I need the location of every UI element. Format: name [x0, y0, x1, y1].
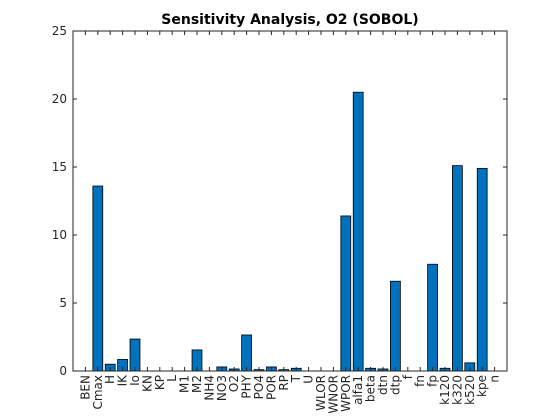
- bar-fp: [427, 263, 438, 372]
- x-tick-label-Io: Io: [128, 375, 142, 386]
- bar-k320: [452, 165, 463, 372]
- x-tick-label-KN: KN: [140, 375, 154, 392]
- x-tick-label-beta: beta: [364, 375, 378, 402]
- plot-frame: [72, 30, 508, 372]
- x-tick-label-NH4: NH4: [202, 375, 216, 401]
- y-tick-label-20: 20: [52, 92, 67, 106]
- x-tick-label-BEN: BEN: [78, 375, 92, 400]
- bars-group: [92, 91, 488, 372]
- x-tick-label-POR: POR: [264, 375, 278, 400]
- x-tick-label-alfa1: alfa1: [351, 375, 365, 405]
- x-tick-label-IK: IK: [116, 374, 130, 387]
- x-tick-label-PHY: PHY: [240, 374, 254, 398]
- x-tick-label-k320: k320: [450, 375, 464, 405]
- x-tick-label-fn: fn: [413, 375, 427, 387]
- bar-Io: [129, 338, 141, 372]
- x-tick-label-k120: k120: [438, 375, 452, 405]
- x-tick-label-dtp: dtp: [388, 375, 402, 395]
- x-tick-label-WPOR: WPOR: [339, 375, 353, 412]
- bar-kpe: [476, 167, 488, 372]
- y-tick-label-25: 25: [52, 24, 67, 38]
- x-tick-label-U: U: [302, 375, 316, 384]
- x-tick-label-KP: KP: [153, 375, 167, 390]
- x-tick-label-fp: fp: [426, 375, 440, 387]
- x-tick-label-M1: M1: [178, 375, 192, 393]
- y-tick-label-10: 10: [52, 228, 67, 242]
- x-tick-label-WLOR: WLOR: [314, 375, 328, 411]
- bar-dtp: [390, 280, 401, 372]
- x-tick-label-dtn: dtn: [376, 375, 390, 395]
- bar-WPOR: [340, 215, 352, 372]
- x-tick-label-Cmax: Cmax: [91, 375, 105, 410]
- bar-alfa1: [352, 91, 364, 372]
- x-tick-label-L: L: [165, 375, 179, 382]
- chart-title: Sensitivity Analysis, O2 (SOBOL): [161, 12, 418, 28]
- x-tick-label-O2: O2: [227, 375, 241, 392]
- x-tick-label-WNOR: WNOR: [326, 375, 340, 414]
- x-tick-label-M2: M2: [190, 375, 204, 393]
- y-tick-label-15: 15: [52, 160, 67, 174]
- x-tick-label-f: f: [401, 374, 415, 379]
- x-tick-label-RP: RP: [277, 375, 291, 391]
- y-tick-label-0: 0: [59, 364, 67, 378]
- x-tick-label-H: H: [103, 375, 117, 384]
- x-tick-label-NO3: NO3: [215, 375, 229, 401]
- x-axis: BENCmaxHIKIoKNKPLM1M2NH4NO3O2PHYPO4PORRP…: [78, 31, 502, 414]
- y-axis: 0 5 10 15 20 25: [52, 24, 507, 378]
- x-tick-label-T: T: [289, 374, 303, 383]
- bar-PHY: [241, 334, 252, 372]
- x-tick-label-n: n: [488, 375, 502, 383]
- x-tick-label-kpe: kpe: [475, 375, 489, 397]
- bar-Cmax: [92, 185, 104, 372]
- x-tick-label-k520: k520: [463, 375, 477, 405]
- y-tick-label-5: 5: [59, 296, 67, 310]
- x-tick-label-PO4: PO4: [252, 375, 266, 399]
